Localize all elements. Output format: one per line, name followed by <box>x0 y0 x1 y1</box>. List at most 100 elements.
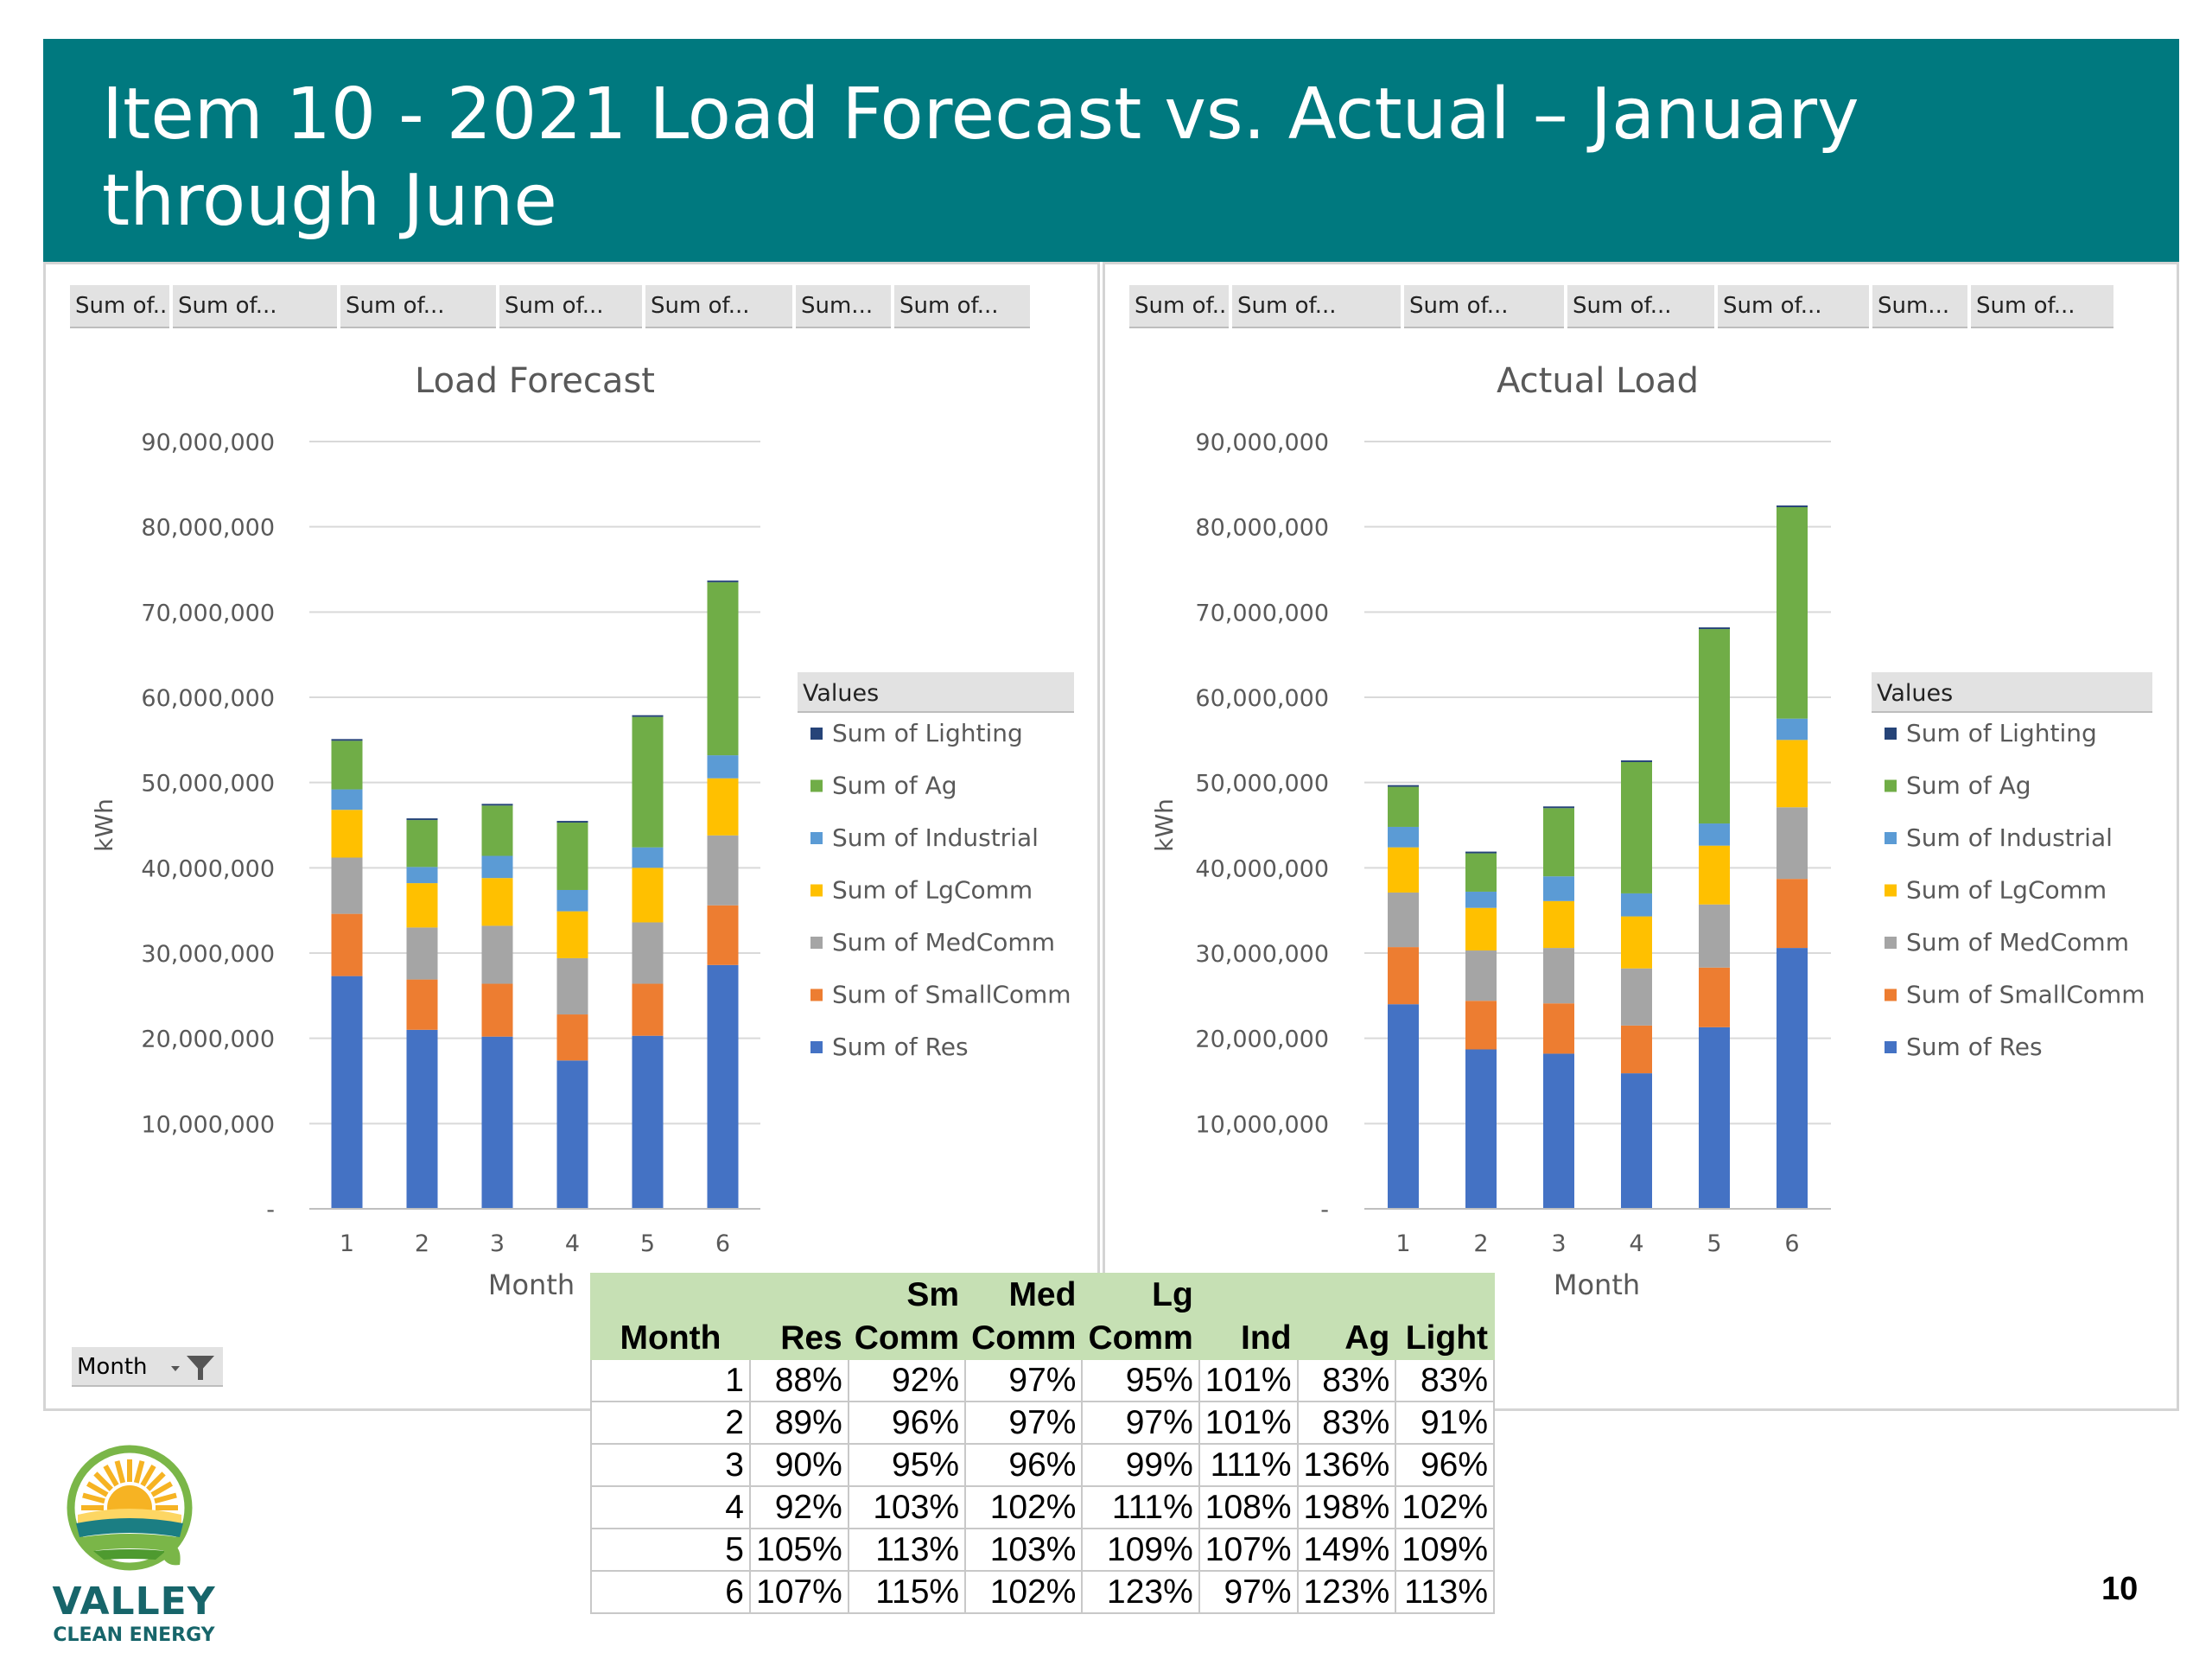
table-row: 2 89% 96% 97% 97% 101% 83% 91% <box>590 1401 1496 1445</box>
table-row: 1 88% 92% 97% 95% 101% 83% 83% <box>590 1358 1496 1402</box>
table-cell: 96% <box>964 1443 1084 1487</box>
table-header-cell: Light <box>1395 1316 1496 1360</box>
table-cell: 89% <box>749 1401 849 1445</box>
logo-line2: CLEAN ENERGY <box>53 1624 215 1646</box>
table-header-cell: Res <box>749 1316 849 1360</box>
field-button[interactable]: Sum... <box>1872 285 1967 328</box>
x-axis-label: Month <box>488 1268 575 1301</box>
table-cell: 83% <box>1296 1401 1397 1445</box>
legend-item-label: Sum of LgComm <box>1906 876 2107 905</box>
bar-segment-industrial <box>1543 876 1574 901</box>
table-cell: 2 <box>590 1401 751 1445</box>
bar-segment-res <box>556 1060 588 1209</box>
month-filter-button[interactable]: Month <box>72 1347 223 1387</box>
table-header-cell <box>1395 1273 1496 1318</box>
field-button[interactable]: Sum of... <box>1404 285 1564 328</box>
bar-segment-lighting <box>1465 851 1497 854</box>
field-button[interactable]: Sum of... <box>1567 285 1714 328</box>
page-number: 10 <box>2101 1571 2139 1607</box>
bar-segment-industrial <box>1699 823 1730 846</box>
table-cell: 1 <box>590 1358 751 1402</box>
table-cell: 113% <box>1395 1570 1496 1614</box>
x-tick-label: 2 <box>1473 1230 1488 1257</box>
field-button[interactable]: Sum of... <box>499 285 642 328</box>
table-cell: 101% <box>1198 1401 1299 1445</box>
field-button[interactable]: Sum of... <box>173 285 337 328</box>
bar-segment-ag <box>1388 786 1419 827</box>
sun-ray <box>150 1481 173 1497</box>
field-button[interactable]: Sum of... <box>1718 285 1869 328</box>
bar-segment-smallcomm <box>707 905 739 965</box>
title-banner: Item 10 - 2021 Load Forecast vs. Actual … <box>43 39 2179 262</box>
bar-segment-smallcomm <box>1388 947 1419 1005</box>
y-tick-label: 50,000,000 <box>141 771 275 798</box>
x-axis-label: Month <box>1554 1268 1640 1301</box>
bar-segment-res <box>481 1036 513 1209</box>
bar-segment-lighting <box>1699 627 1730 630</box>
table-header-cell: Lg <box>1081 1273 1200 1318</box>
table-cell: 95% <box>847 1443 967 1487</box>
bar-segment-lighting <box>1777 505 1808 507</box>
bar-segment-industrial <box>1777 718 1808 741</box>
table-cell: 111% <box>1198 1443 1299 1487</box>
table-row: 3 90% 95% 96% 99% 111% 136% 96% <box>590 1443 1496 1487</box>
table-header-cell: Comm <box>1081 1316 1200 1360</box>
legend-swatch-medcomm <box>1885 937 1897 949</box>
field-button[interactable]: Sum of... <box>1129 285 1229 328</box>
table-cell: 91% <box>1395 1401 1496 1445</box>
legend-swatch-res <box>810 1041 823 1053</box>
bar-segment-lighting <box>1621 760 1652 762</box>
table-header-cell <box>749 1273 849 1318</box>
legend-item-label: Sum of Lighting <box>1906 719 2097 747</box>
table-cell: 97% <box>964 1358 1084 1402</box>
y-tick-label: 70,000,000 <box>141 600 275 626</box>
field-button[interactable]: Sum of... <box>70 285 169 328</box>
table-cell: 5 <box>590 1528 751 1572</box>
table-cell: 95% <box>1081 1358 1200 1402</box>
legend-swatch-ag <box>810 779 823 792</box>
bar-segment-lgcomm <box>1621 916 1652 969</box>
field-button[interactable]: Sum... <box>796 285 891 328</box>
bar-segment-lighting <box>406 818 438 821</box>
table-header-cell: Month <box>590 1316 751 1360</box>
x-tick-label: 2 <box>415 1230 429 1257</box>
table-cell: 108% <box>1198 1485 1299 1529</box>
table-header-cell <box>590 1273 751 1318</box>
bar-segment-industrial <box>406 867 438 884</box>
legend-swatch-industrial <box>810 832 823 844</box>
table-header-row: Month Res Comm Comm Comm Ind Ag Light <box>590 1316 1496 1360</box>
field-buttons-bar: Sum of... Sum of... Sum of... Sum of... Sum … <box>1129 285 2113 328</box>
bar-segment-smallcomm <box>406 979 438 1030</box>
bar-segment-medcomm <box>632 922 664 984</box>
chart-title: Actual Load <box>1497 361 1699 401</box>
table-cell: 107% <box>749 1570 849 1614</box>
table-cell: 115% <box>847 1570 967 1614</box>
bar-segment-smallcomm <box>331 913 363 976</box>
field-button[interactable]: Sum of... <box>1971 285 2113 328</box>
bar-segment-medcomm <box>1543 948 1574 1004</box>
field-button[interactable]: Sum of... <box>894 285 1030 328</box>
y-tick-label: 70,000,000 <box>1195 600 1329 626</box>
sun-ray <box>154 1492 177 1504</box>
y-axis-label: kWh <box>90 798 118 852</box>
bar-segment-lgcomm <box>632 868 664 923</box>
load-forecast-chart: Load Forecast - 10,000,000 20,000,000 30,000… <box>90 361 1074 1301</box>
bar-segment-lighting <box>1388 785 1419 787</box>
field-button[interactable]: Sum of... <box>1232 285 1401 328</box>
field-button[interactable]: Sum of... <box>645 285 792 328</box>
bar-segment-lgcomm <box>1699 845 1730 905</box>
legend-header <box>1872 672 2152 712</box>
table-cell: 102% <box>964 1485 1084 1529</box>
x-tick-label: 1 <box>340 1230 354 1257</box>
legend-swatch-smallcomm <box>1885 988 1897 1001</box>
legend-title: Values <box>1877 680 1953 707</box>
table-header-cell: Sm <box>847 1273 967 1318</box>
bar-segment-lighting <box>707 580 739 582</box>
bar-segment-medcomm <box>406 927 438 980</box>
bar-segment-lgcomm <box>1465 907 1497 951</box>
bar-segment-medcomm <box>707 835 739 906</box>
table-header-cell <box>1198 1273 1299 1318</box>
field-button[interactable]: Sum of... <box>340 285 496 328</box>
table-cell: 107% <box>1198 1528 1299 1572</box>
bar-segment-lighting <box>331 739 363 741</box>
